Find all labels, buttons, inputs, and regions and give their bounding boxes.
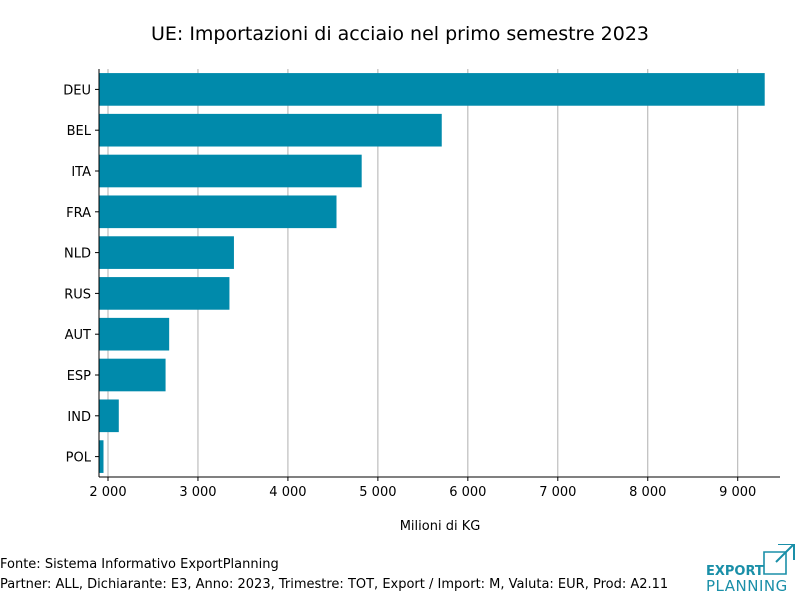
x-tick-label: 4 000 xyxy=(269,485,306,500)
bars xyxy=(99,73,765,473)
y-tick-label: BEL xyxy=(67,124,92,139)
axes xyxy=(95,69,780,481)
bar xyxy=(99,113,442,147)
bar-chart: UE: Importazioni di acciaio nel primo se… xyxy=(63,23,780,534)
y-tick-label: AUT xyxy=(65,328,91,343)
bar xyxy=(99,195,337,229)
logo-frame-icon xyxy=(763,551,787,575)
bar xyxy=(99,399,119,433)
chart-title: UE: Importazioni di acciaio nel primo se… xyxy=(151,23,649,45)
y-tick-label: DEU xyxy=(63,83,91,98)
footer-params: Partner: ALL, Dichiarante: E3, Anno: 202… xyxy=(0,577,669,592)
y-tick-label: ITA xyxy=(71,165,91,180)
x-tick-labels: 2 000 3 000 4 000 5 000 6 000 7 000 8 000 9 000 xyxy=(89,485,756,500)
bar xyxy=(99,236,234,269)
x-tick-label: 7 000 xyxy=(539,485,576,500)
y-tick-label: POL xyxy=(66,451,92,466)
logo-text-export: EXPORT xyxy=(706,564,764,579)
logo-arrow-icon xyxy=(775,544,795,563)
x-tick-label: 2 000 xyxy=(89,485,126,500)
logo-text-planning: PLANNING xyxy=(706,577,788,594)
x-tick-label: 3 000 xyxy=(179,485,216,500)
bar xyxy=(99,277,230,310)
y-tick-label: ESP xyxy=(67,369,91,384)
bar xyxy=(99,73,765,106)
x-tick-label: 9 000 xyxy=(719,485,756,500)
bar xyxy=(99,440,104,473)
bar xyxy=(99,358,166,392)
y-tick-label: RUS xyxy=(64,287,91,302)
x-tick-label: 5 000 xyxy=(359,485,396,500)
y-tick-label: IND xyxy=(67,410,91,425)
exportplanning-logo: EXPORT PLANNING xyxy=(706,544,795,594)
bar xyxy=(99,154,362,188)
x-axis-label: Milioni di KG xyxy=(400,519,481,534)
y-tick-label: NLD xyxy=(64,247,91,262)
footer-source: Fonte: Sistema Informativo ExportPlannin… xyxy=(0,557,279,572)
x-tick-label: 6 000 xyxy=(449,485,486,500)
y-tick-label: FRA xyxy=(66,206,91,221)
x-tick-label: 8 000 xyxy=(629,485,666,500)
y-tick-labels: DEU BEL ITA FRA NLD RUS AUT ESP IND POL xyxy=(63,83,92,465)
bar xyxy=(99,317,170,351)
